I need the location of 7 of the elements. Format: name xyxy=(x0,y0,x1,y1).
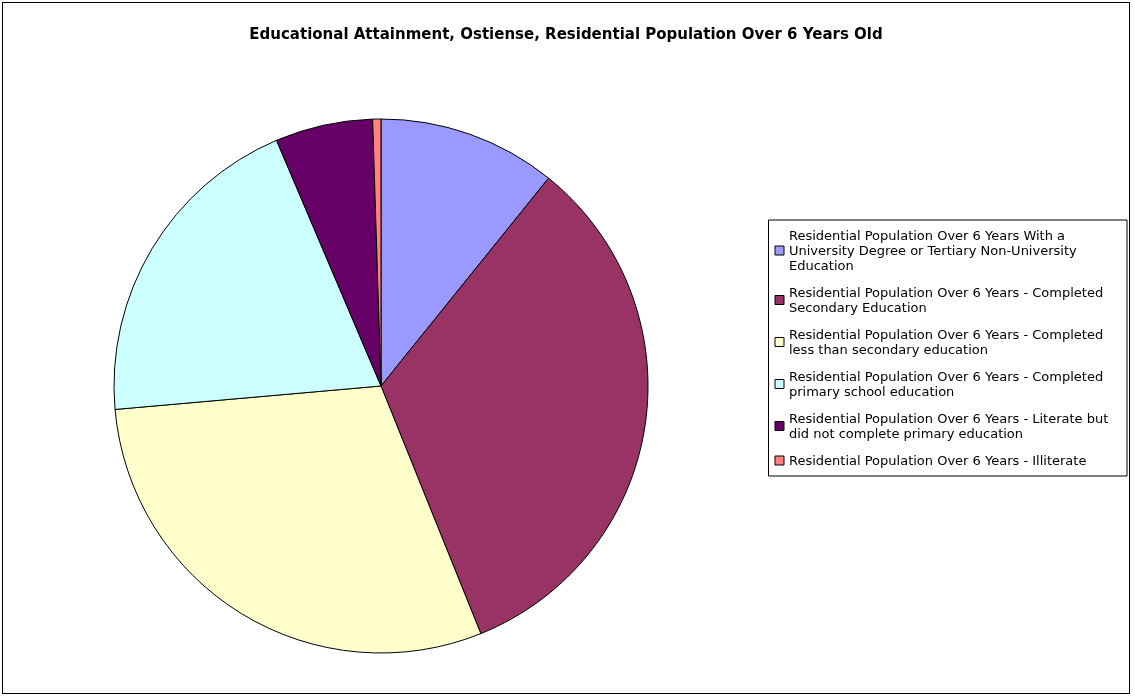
legend-label: Residential Population Over 6 Years - Literate but did not complete primary education xyxy=(789,411,1113,441)
legend-label: Residential Population Over 6 Years - Completed Secondary Education xyxy=(789,285,1108,315)
legend-label: Residential Population Over 6 Years - Illiterate xyxy=(789,453,1087,468)
chart-title: Educational Attainment, Ostiense, Residential Population Over 6 Years Old xyxy=(249,24,883,43)
legend-label: Residential Population Over 6 Years - Completed primary school education xyxy=(789,369,1108,399)
legend-label: Residential Population Over 6 Years With a University Degree or Tertiary Non-University Education xyxy=(789,228,1081,273)
legend-label: Residential Population Over 6 Years - Completed less than secondary education xyxy=(789,327,1108,357)
